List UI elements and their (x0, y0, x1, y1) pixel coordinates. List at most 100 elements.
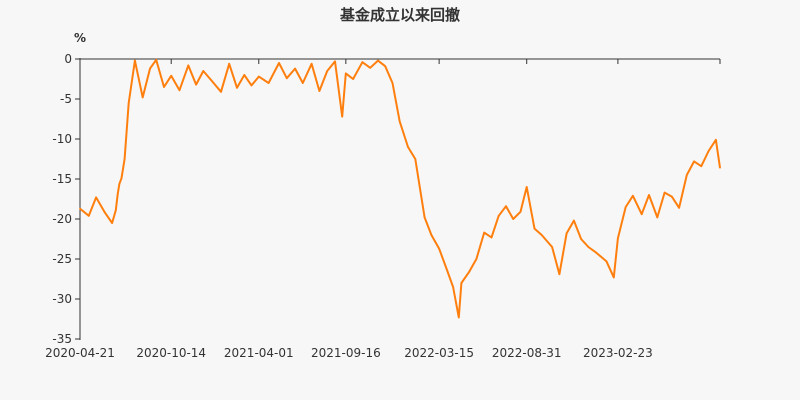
data-point (624, 206, 627, 208)
data-point (326, 70, 329, 72)
data-point (587, 246, 590, 248)
y-tick-label: -20 (52, 212, 72, 226)
x-tick-label: 2022-08-31 (492, 346, 562, 360)
data-point (310, 63, 313, 65)
data-point (341, 115, 344, 118)
data-point (430, 234, 433, 236)
x-tick-label: 2021-09-16 (311, 346, 381, 360)
data-point (700, 165, 703, 167)
data-point (468, 271, 471, 273)
data-point (95, 196, 97, 199)
data-point (512, 218, 514, 220)
data-point (120, 177, 123, 179)
data-point (580, 238, 582, 240)
data-point (278, 62, 280, 64)
data-point (414, 158, 417, 160)
data-point (656, 216, 659, 219)
x-tick-label: 2020-04-21 (45, 346, 115, 360)
data-point (115, 209, 117, 211)
data-point (111, 222, 113, 224)
data-point (678, 207, 680, 209)
data-point (452, 286, 454, 288)
data-point (391, 82, 394, 84)
data-point (505, 205, 507, 207)
y-tick-label: -5 (60, 92, 72, 106)
data-point (490, 236, 493, 239)
data-point (123, 158, 126, 160)
y-tick-label: -10 (52, 132, 72, 146)
data-point (460, 282, 463, 284)
data-point (178, 89, 181, 91)
data-point (719, 167, 721, 169)
y-axis-ticks: 0 -5 -10 -15 -20 -25 -30 -35 (52, 52, 80, 346)
y-tick-label: -15 (52, 172, 72, 186)
y-tick-label: -35 (52, 332, 72, 346)
data-point (595, 251, 597, 254)
x-tick-label: 2022-03-15 (404, 346, 474, 360)
data-point (663, 191, 666, 194)
data-point (302, 82, 304, 84)
y-tick-label: 0 (64, 52, 72, 66)
data-point (334, 60, 336, 63)
data-point (558, 273, 561, 276)
data-point (258, 75, 260, 78)
data-point (398, 120, 401, 123)
data-point (117, 192, 119, 195)
data-point (573, 219, 575, 222)
data-point (613, 276, 615, 279)
data-point (445, 266, 447, 268)
data-point (361, 61, 364, 63)
data-point (250, 84, 253, 87)
series-layer (79, 58, 721, 319)
data-point (195, 83, 197, 86)
data-point (352, 78, 354, 80)
data-point (318, 90, 321, 92)
data-point (533, 227, 536, 230)
drawdown-series-line (79, 58, 721, 319)
x-tick-label: 2023-02-23 (583, 346, 653, 360)
x-tick-label: 2021-04-01 (224, 346, 294, 360)
data-point (438, 247, 440, 250)
data-point (202, 70, 205, 72)
data-point (118, 183, 121, 185)
data-point (519, 211, 522, 213)
data-point (210, 79, 213, 82)
data-point (475, 258, 478, 260)
data-point (155, 59, 157, 61)
data-point (149, 67, 151, 70)
data-point (565, 232, 568, 235)
data-point (243, 74, 246, 76)
data-point (170, 75, 172, 77)
data-point (640, 213, 643, 215)
data-point (617, 237, 619, 239)
data-point (458, 316, 460, 319)
data-point (187, 64, 190, 67)
data-point (407, 146, 409, 148)
data-point (141, 96, 144, 99)
data-point (693, 160, 695, 163)
data-point (369, 67, 372, 69)
data-point (384, 65, 387, 67)
data-point (497, 215, 500, 217)
data-point (104, 211, 106, 214)
data-point (707, 150, 710, 152)
data-point (686, 174, 688, 176)
data-point (134, 59, 136, 62)
data-point (294, 67, 296, 70)
data-point (605, 260, 608, 263)
y-tick-label: -30 (52, 292, 72, 306)
data-point (377, 59, 379, 62)
y-tick-label: -25 (52, 252, 72, 266)
x-axis-ticks: 2020-04-21 2020-10-14 2021-04-01 2021-09-16… (45, 59, 721, 360)
y-axis-unit-label: % (74, 31, 86, 45)
data-point (525, 186, 528, 188)
data-point (88, 215, 90, 217)
data-point (286, 77, 288, 79)
data-point (632, 195, 634, 197)
data-point (715, 139, 717, 141)
x-tick-label: 2020-10-14 (136, 346, 206, 360)
data-point (228, 63, 230, 65)
data-point (220, 91, 222, 93)
data-point (648, 194, 650, 196)
